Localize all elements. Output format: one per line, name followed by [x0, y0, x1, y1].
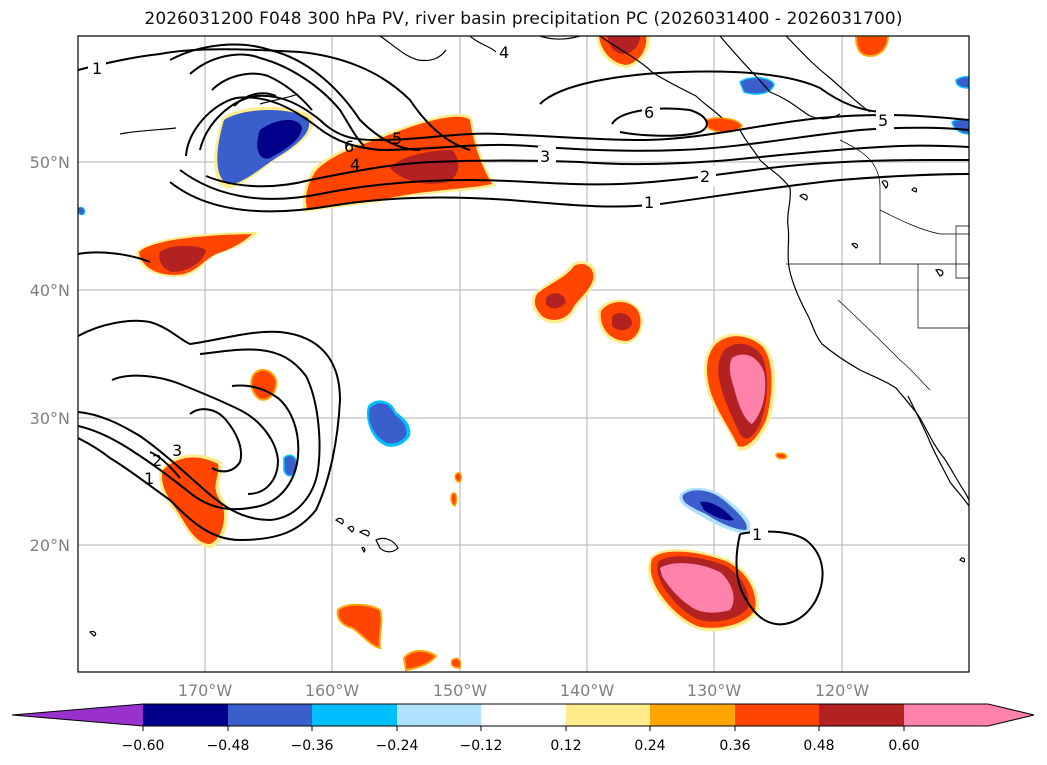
colorbar-tick: 0.48: [803, 738, 834, 754]
pv-label: 2: [700, 167, 710, 186]
pv-contour-1-north: [78, 48, 471, 151]
pv-label: 1: [92, 59, 102, 78]
colorbar-tick: 0.24: [634, 738, 665, 754]
lon-label-170w: 170°W: [178, 681, 233, 700]
colorbar-tick: −0.48: [207, 738, 250, 754]
lon-label-120w: 120°W: [815, 681, 870, 700]
colorbar-tick: −0.60: [122, 738, 165, 754]
pv-label: 4: [350, 155, 360, 174]
colorbar-segment: [228, 704, 312, 726]
colorbar-extend-max: [904, 704, 1034, 726]
colorbar-tick: −0.12: [460, 738, 503, 754]
pv-label: 1: [752, 525, 762, 544]
pv-label: 5: [878, 111, 888, 130]
colorbar-segment: [735, 704, 819, 726]
pv-label: 1: [144, 469, 154, 488]
lon-label-140w: 140°W: [560, 681, 615, 700]
pv-contour-labels: 1 4 6 5 4 3 6 2 1 5 2 3 1 1: [88, 42, 894, 544]
map-title: 2026031200 F048 300 hPa PV, river basin …: [144, 9, 903, 29]
colorbar-segment: [143, 704, 228, 726]
pv-label: 3: [172, 441, 182, 460]
colorbar-segment: [481, 704, 566, 726]
colorbar-segment: [312, 704, 397, 726]
colorbar-tick: 0.36: [719, 738, 750, 754]
pv-label: 4: [499, 43, 509, 62]
colorbar-segment: [819, 704, 904, 726]
pv-label: 2: [152, 451, 162, 470]
colorbar-extend-min: [12, 704, 143, 726]
pv-label: 6: [644, 103, 654, 122]
colorbar-tick: −0.24: [376, 738, 419, 754]
lat-label-40n: 40°N: [30, 281, 70, 300]
state-borders: [786, 139, 969, 391]
pv-label: 1: [644, 193, 654, 212]
pv-label: 6: [344, 137, 354, 156]
lon-label-130w: 130°W: [687, 681, 742, 700]
pv-label: 3: [540, 147, 550, 166]
lon-label-160w: 160°W: [305, 681, 360, 700]
pv-label: 5: [392, 129, 402, 148]
map-frame: [77, 35, 970, 673]
colorbar-tick: 0.12: [550, 738, 581, 754]
lat-label-50n: 50°N: [30, 153, 70, 172]
colorbar: −0.60 −0.48 −0.36 −0.24 −0.12 0.12 0.24 …: [11, 703, 1035, 754]
lon-label-150w: 150°W: [433, 681, 488, 700]
pv-contours: [78, 43, 969, 626]
colorbar-segment: [397, 704, 481, 726]
colorbar-tick: 0.60: [888, 738, 919, 754]
lat-label-20n: 20°N: [30, 536, 70, 555]
lat-label-30n: 30°N: [30, 409, 70, 428]
colorbar-segment: [650, 704, 735, 726]
precip-shading: [78, 36, 969, 672]
colorbar-tick: −0.36: [291, 738, 334, 754]
colorbar-segment: [566, 704, 650, 726]
